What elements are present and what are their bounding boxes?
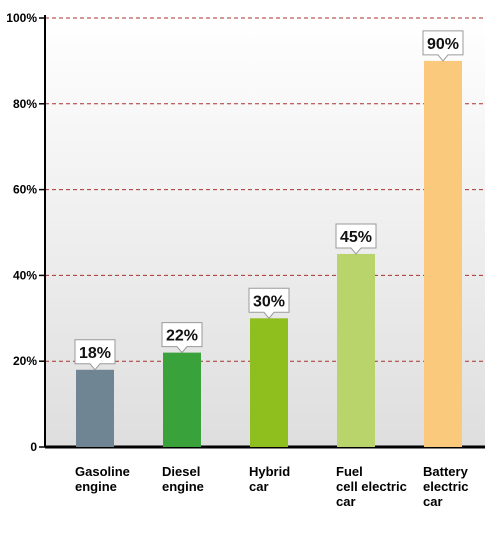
y-axis-tick-label: 0: [30, 440, 37, 454]
x-axis-tick-label: Fuel cell electric car: [336, 464, 407, 509]
y-axis-tick-label: 40%: [13, 268, 37, 282]
x-axis-tick-label-line: engine: [75, 479, 117, 494]
data-label: 22%: [166, 328, 198, 345]
data-label: 45%: [340, 229, 372, 246]
x-axis-tick-label-line: Gasoline: [75, 464, 130, 479]
x-axis-tick-label-line: engine: [162, 479, 204, 494]
data-label-bubble: [74, 339, 116, 371]
bar: [163, 352, 201, 447]
data-label-bubble: [248, 287, 290, 320]
bar: [76, 369, 114, 447]
x-axis-tick-label-line: cell electric: [336, 479, 407, 494]
data-label: 18%: [79, 345, 111, 362]
y-axis-tick-label: 20%: [13, 354, 37, 368]
bars: [76, 60, 462, 448]
data-label: 90%: [427, 36, 459, 53]
x-axis-tick-label-line: Hybrid: [249, 464, 290, 479]
data-label-callout: 22%: [161, 322, 203, 354]
bar: [337, 253, 375, 447]
x-axis-tick-label: Hybrid car: [249, 464, 290, 494]
x-axis-tick-label-line: car: [423, 494, 443, 509]
bar: [424, 60, 462, 448]
y-axis-tick-label: 80%: [13, 97, 37, 111]
data-label-callout: 30%: [248, 287, 290, 320]
bar: [250, 318, 288, 447]
data-label-bubble: [161, 322, 203, 354]
data-label-callout: 45%: [335, 223, 377, 255]
x-axis-tick-label: Diesel engine: [162, 464, 204, 494]
x-axis-tick-label-line: Battery: [423, 464, 469, 479]
y-axis-tick-label: 60%: [13, 183, 37, 197]
data-labels: 18% 22% 30% 45% 90%: [74, 30, 464, 371]
data-label-bubble: [335, 223, 377, 255]
x-axis-tick-label-line: Diesel: [162, 464, 200, 479]
data-label-bubble: [422, 30, 464, 62]
x-axis-tick-label: Gasoline engine: [75, 464, 130, 494]
x-axis-tick-label: Battery electric car: [423, 464, 469, 509]
x-axis-tick-label-line: electric: [423, 479, 469, 494]
grid-lines: [45, 17, 485, 362]
data-label-callout: 18%: [74, 339, 116, 371]
x-axis-tick-label-line: car: [336, 494, 356, 509]
x-axis-tick-label-line: car: [249, 479, 269, 494]
data-label-callout: 90%: [422, 30, 464, 62]
data-label: 30%: [253, 293, 285, 310]
y-axis-tick-label: 100%: [6, 11, 37, 25]
x-axis-tick-label-line: Fuel: [336, 464, 363, 479]
